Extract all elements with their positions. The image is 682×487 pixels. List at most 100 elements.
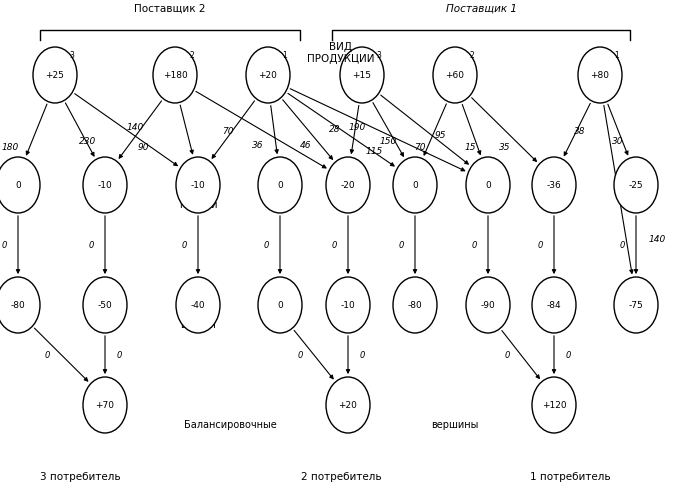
Text: -80: -80 (408, 300, 422, 310)
Text: 0: 0 (45, 351, 50, 359)
Text: 3: 3 (70, 51, 74, 59)
Text: слой: слой (476, 320, 500, 330)
Text: 95: 95 (434, 131, 446, 139)
Text: 2 потребитель: 2 потребитель (301, 472, 381, 482)
Text: 46: 46 (300, 141, 312, 150)
Ellipse shape (393, 277, 437, 333)
Text: 90: 90 (137, 144, 149, 152)
Ellipse shape (83, 277, 127, 333)
Text: Поставщик 1: Поставщик 1 (445, 4, 516, 14)
Text: Поставщик 2: Поставщик 2 (134, 4, 206, 14)
Text: 0: 0 (619, 241, 625, 249)
Ellipse shape (153, 47, 197, 103)
Text: 0: 0 (277, 300, 283, 310)
Ellipse shape (258, 277, 302, 333)
Text: -40: -40 (191, 300, 205, 310)
Text: первый: первый (179, 200, 218, 210)
Text: -10: -10 (98, 181, 113, 189)
Text: 0: 0 (412, 181, 418, 189)
Text: +25: +25 (46, 71, 64, 79)
Text: 28: 28 (329, 126, 341, 134)
Text: 140: 140 (649, 236, 666, 244)
Ellipse shape (33, 47, 77, 103)
Ellipse shape (532, 157, 576, 213)
Text: +15: +15 (353, 71, 372, 79)
Text: Балансировочные: Балансировочные (183, 420, 276, 430)
Text: 15: 15 (464, 144, 476, 152)
Text: 3 потребитель: 3 потребитель (40, 472, 120, 482)
Text: 0: 0 (331, 241, 337, 249)
Text: 70: 70 (222, 128, 234, 136)
Text: 2: 2 (190, 51, 194, 59)
Text: -25: -25 (629, 181, 643, 189)
Text: ВИД
ПРОДУКЦИИ: ВИД ПРОДУКЦИИ (308, 42, 374, 64)
Text: 140: 140 (126, 124, 144, 132)
Text: 0: 0 (1, 241, 7, 249)
Text: 190: 190 (349, 124, 366, 132)
Text: 0: 0 (263, 241, 269, 249)
Ellipse shape (433, 47, 477, 103)
Text: -80: -80 (11, 300, 25, 310)
Ellipse shape (326, 277, 370, 333)
Text: 0: 0 (15, 181, 21, 189)
Ellipse shape (340, 47, 384, 103)
Text: +120: +120 (542, 400, 566, 410)
Text: 30: 30 (612, 137, 624, 147)
Text: -50: -50 (98, 300, 113, 310)
Ellipse shape (466, 277, 510, 333)
Text: +70: +70 (95, 400, 115, 410)
Text: -20: -20 (341, 181, 355, 189)
Text: 3: 3 (376, 51, 381, 59)
Ellipse shape (0, 277, 40, 333)
Ellipse shape (614, 277, 658, 333)
Text: +80: +80 (591, 71, 610, 79)
Text: 70: 70 (414, 144, 426, 152)
Ellipse shape (246, 47, 290, 103)
Ellipse shape (614, 157, 658, 213)
Ellipse shape (176, 157, 220, 213)
Text: 35: 35 (499, 144, 511, 152)
Ellipse shape (326, 377, 370, 433)
Text: 180: 180 (1, 144, 18, 152)
Ellipse shape (0, 157, 40, 213)
Text: -36: -36 (547, 181, 561, 189)
Ellipse shape (532, 277, 576, 333)
Text: 0: 0 (88, 241, 93, 249)
Text: 38: 38 (574, 128, 586, 136)
Ellipse shape (578, 47, 622, 103)
Text: +180: +180 (162, 71, 188, 79)
Text: -90: -90 (481, 300, 495, 310)
Ellipse shape (258, 157, 302, 213)
Text: 115: 115 (366, 148, 383, 156)
Ellipse shape (466, 157, 510, 213)
Text: 0: 0 (398, 241, 404, 249)
Text: 0: 0 (297, 351, 303, 359)
Text: +60: +60 (445, 71, 464, 79)
Ellipse shape (83, 377, 127, 433)
Text: -10: -10 (340, 300, 355, 310)
Text: вершины: вершины (431, 420, 479, 430)
Text: 0: 0 (277, 181, 283, 189)
Text: 36: 36 (252, 141, 264, 150)
Text: -10: -10 (191, 181, 205, 189)
Text: 0: 0 (471, 241, 477, 249)
Text: 0: 0 (359, 351, 365, 359)
Ellipse shape (326, 157, 370, 213)
Ellipse shape (532, 377, 576, 433)
Text: +20: +20 (258, 71, 278, 79)
Text: 1: 1 (614, 51, 619, 59)
Text: 0: 0 (565, 351, 571, 359)
Ellipse shape (176, 277, 220, 333)
Text: 2: 2 (470, 51, 475, 59)
Text: 1: 1 (282, 51, 287, 59)
Text: +20: +20 (338, 400, 357, 410)
Text: 150: 150 (379, 137, 397, 147)
Text: 230: 230 (79, 137, 97, 147)
Text: 1 потребитель: 1 потребитель (530, 472, 610, 482)
Ellipse shape (83, 157, 127, 213)
Text: слой: слой (476, 200, 500, 210)
Text: 0: 0 (181, 241, 187, 249)
Text: 0: 0 (504, 351, 509, 359)
Text: -84: -84 (547, 300, 561, 310)
Ellipse shape (393, 157, 437, 213)
